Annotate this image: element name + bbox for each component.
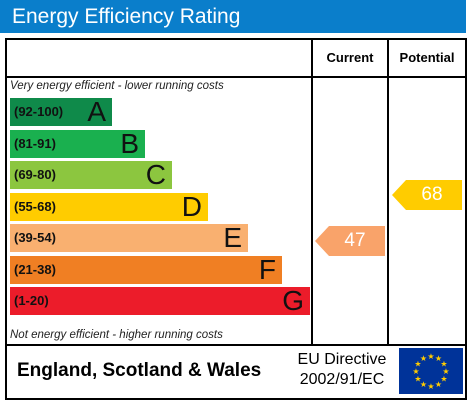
band-letter: G — [282, 285, 304, 316]
flag-star: ★ — [427, 352, 434, 361]
top-note: Very energy efficient - lower running co… — [10, 80, 224, 92]
band-e: (39-54) E — [10, 224, 248, 252]
band-c: (69-80) C — [10, 161, 172, 189]
potential-rating-arrow: 68 — [392, 180, 462, 210]
band-a: (92-100) A — [10, 98, 112, 126]
directive-line-2: 2002/91/EC — [299, 371, 385, 388]
band-letter: D — [181, 190, 202, 222]
current-column-header: Current — [326, 50, 374, 65]
band-range: (55-68) — [14, 198, 56, 214]
band-letter: E — [223, 222, 242, 253]
flag-star: ★ — [420, 354, 427, 363]
current-column-divider — [311, 40, 313, 346]
flag-star: ★ — [414, 360, 421, 369]
bottom-note: Not energy efficient - higher running co… — [10, 329, 223, 341]
region-label: England, Scotland & Wales — [17, 360, 262, 381]
band-g: (1-20) G — [10, 287, 310, 315]
band-range: (1-20) — [14, 293, 49, 308]
potential-column-divider — [387, 40, 389, 346]
potential-arrow-shape — [392, 180, 462, 210]
footer-divider — [7, 344, 465, 346]
potential-column-header: Potential — [399, 50, 455, 65]
band-range: (81-91) — [14, 135, 56, 151]
current-rating-arrow: 47 — [315, 226, 385, 256]
band-range: (21-38) — [14, 261, 56, 277]
flag-star: ★ — [435, 380, 442, 389]
band-letter: B — [120, 127, 139, 159]
band-letter: F — [258, 253, 276, 285]
header-divider — [7, 76, 465, 78]
band-range: (69-80) — [14, 167, 56, 182]
band-range: (92-100) — [14, 104, 64, 119]
flag-star: ★ — [435, 354, 442, 363]
chart-title: Energy Efficiency Rating — [0, 0, 466, 33]
flag-star: ★ — [440, 375, 447, 384]
current-rating-value: 47 — [344, 230, 366, 251]
current-arrow-shape — [315, 226, 385, 256]
eu-directive: EU Directive 2002/91/EC — [287, 350, 397, 390]
flag-star: ★ — [420, 380, 427, 389]
band-letter: C — [145, 159, 166, 190]
potential-rating-value: 68 — [421, 184, 443, 205]
flag-star: ★ — [412, 367, 419, 376]
band-letter: A — [87, 96, 106, 127]
band-b: (81-91) B — [10, 127, 145, 159]
band-f: (21-38) F — [10, 253, 282, 285]
flag-star: ★ — [442, 367, 449, 376]
eu-flag-icon: ★ ★★★★★★★★★★★ — [399, 348, 463, 394]
band-range: (39-54) — [14, 230, 56, 245]
flag-star: ★ — [414, 375, 421, 384]
rating-table: Current Potential Very energy efficient … — [5, 38, 467, 400]
flag-star: ★ — [427, 382, 434, 391]
flag-star: ★ — [440, 360, 447, 369]
directive-line-1: EU Directive — [297, 351, 387, 368]
band-d: (55-68) D — [10, 190, 208, 222]
